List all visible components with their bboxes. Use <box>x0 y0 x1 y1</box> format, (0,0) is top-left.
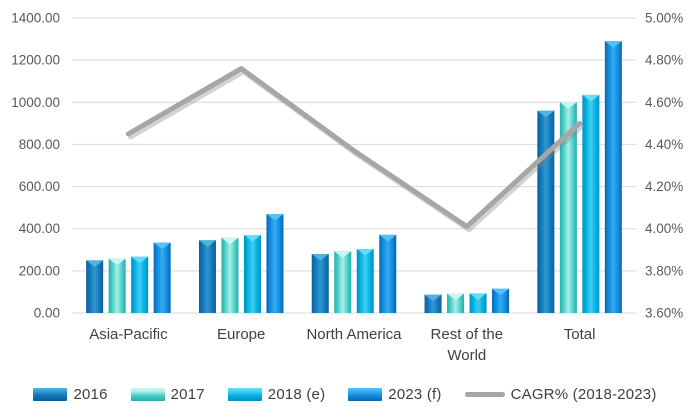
bar-cap-highlight <box>537 110 555 118</box>
legend-swatch-line <box>464 392 505 397</box>
bar-2023-f- <box>492 288 510 313</box>
bar-cap-highlight <box>582 94 600 102</box>
right-axis-tick: 4.40% <box>645 137 683 152</box>
bar-cap-highlight <box>221 237 239 245</box>
bar-2016 <box>537 110 555 313</box>
bar-2016 <box>198 240 216 313</box>
bar-2023-f- <box>604 41 622 314</box>
left-axis-tick: 400.00 <box>19 221 60 236</box>
bar-2017 <box>108 258 126 313</box>
left-axis-tick: 1200.00 <box>11 53 60 68</box>
right-axis-tick: 4.00% <box>645 221 683 236</box>
legend-swatch-bar <box>33 388 68 401</box>
bar-cap-highlight <box>243 235 261 242</box>
category-label: Rest of the <box>431 326 504 343</box>
right-axis-tick: 4.60% <box>645 95 683 110</box>
bar-cap-highlight <box>86 260 104 267</box>
bar-2023-f- <box>266 213 284 313</box>
left-axis-tick: 1400.00 <box>11 11 60 26</box>
category-label: World <box>447 347 486 364</box>
category-label: Europe <box>217 326 265 343</box>
legend-label: 2017 <box>170 386 205 403</box>
right-axis-tick: 3.60% <box>645 306 683 321</box>
bar-2017 <box>559 102 577 314</box>
bar-cap-highlight <box>492 288 510 296</box>
right-axis-tick: 5.00% <box>645 11 683 26</box>
bar-2023-f- <box>153 242 171 313</box>
left-axis-tick: 1000.00 <box>11 95 60 110</box>
chart-legend: 2016 2017 2018 (e) 2023 (f) CAGR% (2018-2023… <box>0 386 690 403</box>
right-axis-tick: 3.80% <box>645 263 683 278</box>
bar-cap-highlight <box>559 102 577 109</box>
left-axis-tick: 600.00 <box>19 179 60 194</box>
bar-2017 <box>221 237 239 313</box>
legend-item-2018-e-: 2018 (e) <box>227 386 326 403</box>
right-axis-tick: 4.80% <box>645 53 683 68</box>
bar-cap-highlight <box>447 293 465 301</box>
left-axis-tick: 800.00 <box>19 137 60 152</box>
right-axis-tick: 4.20% <box>645 179 683 194</box>
bar-2017 <box>447 293 465 313</box>
legend-label: 2023 (f) <box>388 386 442 403</box>
bar-2016 <box>86 260 104 313</box>
bar-2017 <box>334 251 352 313</box>
legend-swatch-bar <box>348 388 383 401</box>
category-label: North America <box>306 326 402 343</box>
bar-2018-e- <box>582 94 600 314</box>
left-axis-tick: 0.00 <box>34 306 60 321</box>
bar-cap-highlight <box>356 248 374 256</box>
bar-2018-e- <box>469 293 487 313</box>
legend-item-cagr: CAGR% (2018-2023) <box>464 386 657 403</box>
plot-area: 1400.00 5.00% 1200.00 4.80% 1000.00 4.60% 800.… <box>11 11 683 365</box>
bar-cap-highlight <box>266 213 284 221</box>
legend-item-2017: 2017 <box>130 386 205 403</box>
bar-cap-highlight <box>469 293 487 300</box>
bar-2018-e- <box>356 248 374 313</box>
legend-swatch-bar <box>227 388 262 401</box>
category-label: Total <box>564 326 596 343</box>
cagr-line <box>125 66 583 230</box>
bar-cap-highlight <box>311 254 329 261</box>
bar-cap-highlight <box>424 294 442 302</box>
bar-cap-highlight <box>379 234 397 242</box>
legend-label: CAGR% (2018-2023) <box>510 386 657 403</box>
bar-2016 <box>424 294 442 313</box>
bar-cap-highlight <box>108 258 126 266</box>
bar-2018-e- <box>131 256 149 313</box>
bar-cap-highlight <box>131 256 149 264</box>
legend-item-2016: 2016 <box>33 386 107 403</box>
legend-label: 2018 (e) <box>267 386 326 403</box>
bar-2018-e- <box>243 235 261 313</box>
legend-label: 2016 <box>73 386 108 403</box>
bar-cap-highlight <box>198 240 216 247</box>
bar-cap-highlight <box>334 251 352 258</box>
left-axis-tick: 200.00 <box>19 263 60 278</box>
category-label: Asia-Pacific <box>89 326 168 343</box>
bar-2016 <box>311 254 329 313</box>
legend-swatch-bar <box>130 388 165 401</box>
bar-2023-f- <box>379 234 397 313</box>
legend-item-2023-f-: 2023 (f) <box>348 386 441 403</box>
bar-cap-highlight <box>604 41 622 48</box>
bar-cap-highlight <box>153 242 171 250</box>
